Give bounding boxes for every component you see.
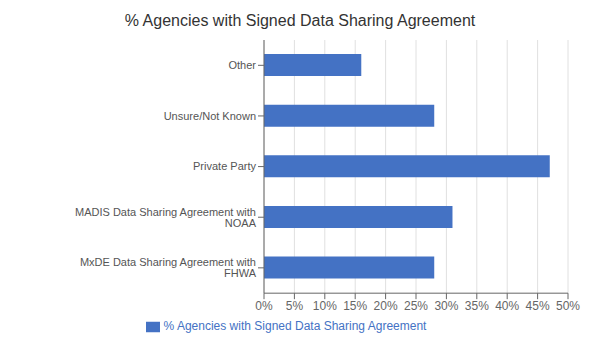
svg-text:Other: Other (228, 59, 256, 71)
svg-text:50%: 50% (556, 299, 580, 313)
html-text:% Agencies with Signed Data Sh: % Agencies with Signed Data Sharing Agre… (124, 12, 476, 29)
svg-text:15%: 15% (343, 299, 367, 313)
svg-text:25%: 25% (404, 299, 428, 313)
svg-text:MADIS Data Sharing Agreement w: MADIS Data Sharing Agreement withNOAA (75, 206, 257, 229)
svg-text:20%: 20% (374, 299, 398, 313)
svg-text:Unsure/Not Known: Unsure/Not Known (164, 110, 256, 122)
svg-text:0%: 0% (255, 299, 273, 313)
svg-text:30%: 30% (434, 299, 458, 313)
svg-text:35%: 35% (465, 299, 489, 313)
svg-text:Private Party: Private Party (193, 160, 256, 172)
html-text:% Agencies with Signed Data Sh: % Agencies with Signed Data Sharing Agre… (163, 319, 427, 334)
svg-text:MxDE Data Sharing Agreement wi: MxDE Data Sharing Agreement withFHWA (80, 256, 257, 279)
svg-text:45%: 45% (526, 299, 550, 313)
svg-text:40%: 40% (495, 299, 519, 313)
svg-text:5%: 5% (286, 299, 304, 313)
svg-text:10%: 10% (313, 299, 337, 313)
